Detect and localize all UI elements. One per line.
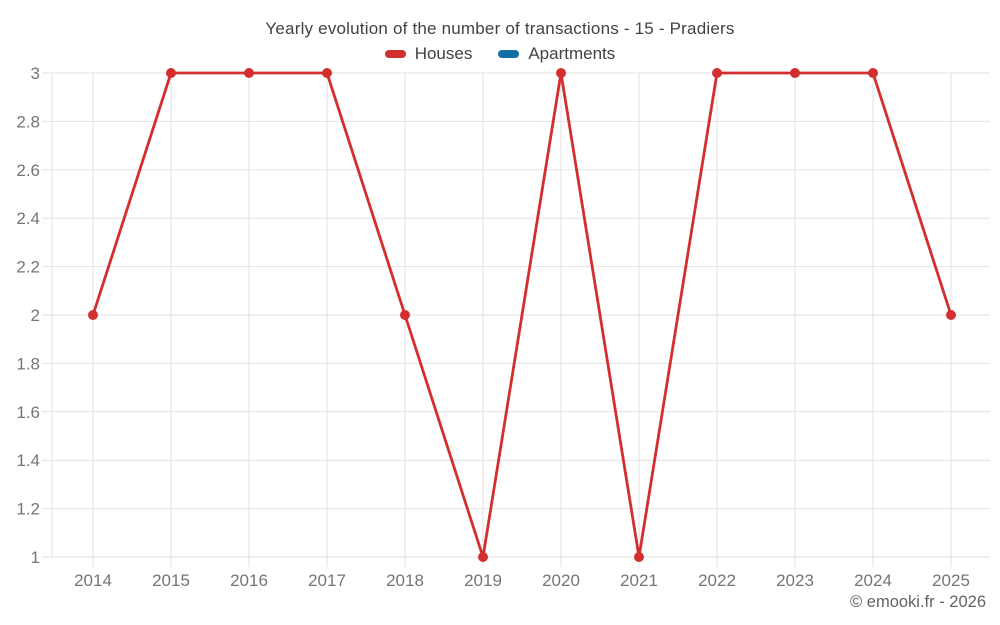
y-axis-labels: 1 1.2 1.4 1.6 1.8 2 2.2 2.4 2.6 2.8 3 — [16, 64, 40, 567]
y-tick-label: 2.8 — [16, 112, 40, 131]
y-tick-label: 2 — [31, 306, 40, 325]
x-tick-label: 2024 — [854, 571, 892, 590]
series-line-houses — [91, 71, 953, 559]
legend-item-houses[interactable]: Houses — [384, 44, 473, 64]
x-tick-label: 2022 — [698, 571, 736, 590]
y-tick-label: 1.6 — [16, 403, 40, 422]
x-tick-label: 2023 — [776, 571, 814, 590]
data-point[interactable] — [478, 552, 488, 562]
data-point[interactable] — [868, 68, 878, 78]
x-tick-label: 2021 — [620, 571, 658, 590]
data-point[interactable] — [712, 68, 722, 78]
x-tick-label: 2018 — [386, 571, 424, 590]
legend-label-apartments: Apartments — [528, 44, 616, 63]
copyright-attribution: © emooki.fr - 2026 — [850, 593, 986, 611]
x-tick-label: 2014 — [74, 571, 112, 590]
data-point[interactable] — [322, 68, 332, 78]
legend: Houses Apartments — [0, 44, 1000, 64]
legend-label-houses: Houses — [414, 44, 473, 63]
data-point[interactable] — [946, 310, 956, 320]
x-tick-label: 2016 — [230, 571, 268, 590]
series-houses — [88, 68, 956, 562]
x-tick-label: 2020 — [542, 571, 580, 590]
x-tick-label: 2019 — [464, 571, 502, 590]
data-point[interactable] — [634, 552, 644, 562]
chart-title: Yearly evolution of the number of transa… — [265, 19, 735, 38]
data-point[interactable] — [790, 68, 800, 78]
legend-item-apartments[interactable]: Apartments — [498, 44, 615, 64]
data-point[interactable] — [244, 68, 254, 78]
y-tick-label: 3 — [31, 64, 40, 83]
y-tick-label: 1.2 — [16, 500, 40, 519]
data-point[interactable] — [400, 310, 410, 320]
x-tick-label: 2025 — [932, 571, 970, 590]
apartments-series-swatch-icon — [498, 50, 520, 58]
y-tick-label: 2.2 — [16, 258, 40, 277]
data-point[interactable] — [556, 68, 566, 78]
houses-series-swatch-icon — [384, 50, 406, 58]
y-tick-label: 2.6 — [16, 161, 40, 180]
x-tick-label: 2017 — [308, 571, 346, 590]
y-tick-label: 2.4 — [16, 209, 40, 228]
gridlines — [42, 72, 990, 567]
data-point[interactable] — [88, 310, 98, 320]
x-tick-label: 2015 — [152, 571, 190, 590]
y-tick-label: 1.4 — [16, 451, 40, 470]
y-tick-label: 1.8 — [16, 354, 40, 373]
x-axis-labels: 2014 2015 2016 2017 2018 2019 2020 2021 2022 2023… — [74, 571, 970, 590]
y-tick-label: 1 — [31, 548, 40, 567]
data-point[interactable] — [166, 68, 176, 78]
